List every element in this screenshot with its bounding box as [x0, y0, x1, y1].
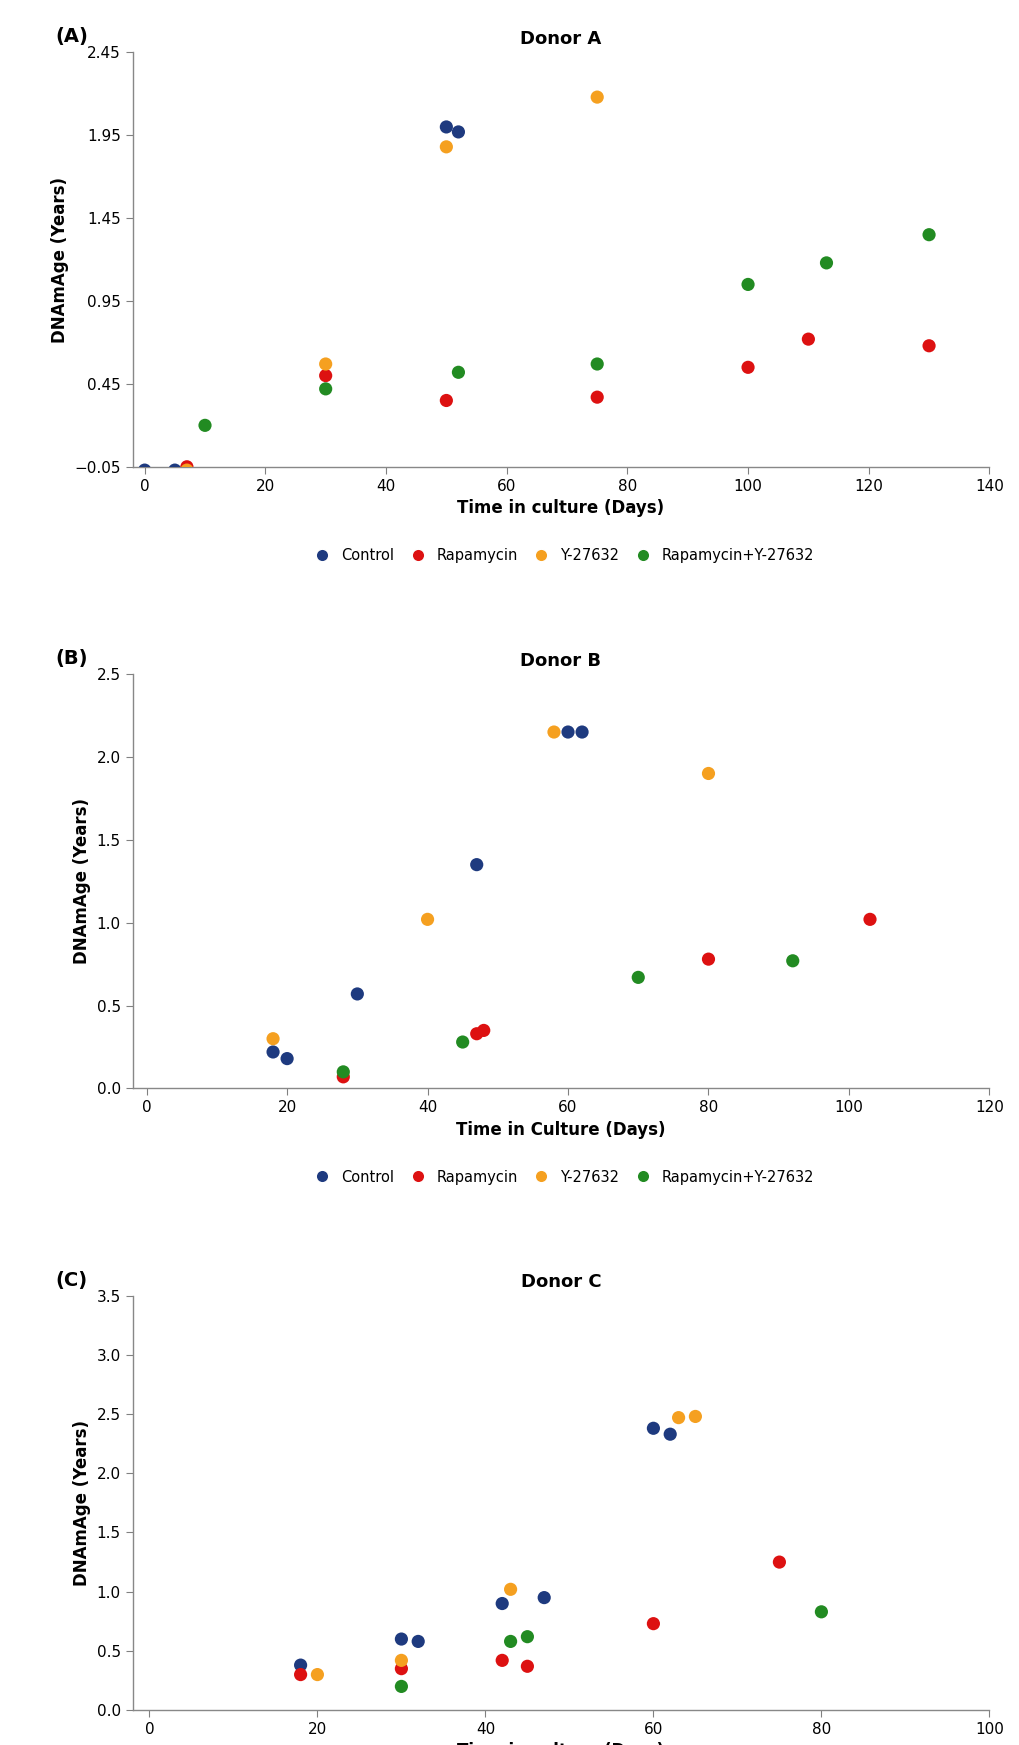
Point	[817, 250, 834, 277]
Point	[265, 1024, 281, 1052]
Text: (C): (C)	[55, 1270, 88, 1290]
Point	[449, 119, 466, 147]
Point	[545, 719, 561, 747]
Point	[393, 1672, 410, 1700]
Title: Donor A: Donor A	[520, 30, 601, 49]
Point	[438, 113, 454, 141]
Point	[410, 1628, 426, 1656]
Legend: Control, Rapamycin, Y-27632, Rapamycin+Y-27632: Control, Rapamycin, Y-27632, Rapamycin+Y…	[304, 1166, 817, 1188]
Text: (A): (A)	[55, 28, 89, 47]
Title: Donor C: Donor C	[520, 1274, 601, 1291]
Legend: Control, Rapamycin, Y-27632, Rapamycin+Y-27632: Control, Rapamycin, Y-27632, Rapamycin+Y…	[304, 543, 817, 567]
Point	[438, 133, 454, 161]
Point	[178, 452, 195, 480]
Point	[784, 948, 800, 975]
Point	[559, 719, 576, 747]
Point	[812, 1598, 828, 1626]
Point	[519, 1623, 535, 1651]
Point	[739, 352, 755, 382]
X-axis label: Time in Culture (Days): Time in Culture (Days)	[455, 1120, 665, 1139]
Title: Donor B: Donor B	[520, 651, 601, 670]
Point	[519, 1653, 535, 1680]
Point	[468, 850, 484, 878]
Point	[630, 963, 646, 991]
Point	[700, 759, 716, 787]
Point	[335, 1063, 352, 1091]
Point	[493, 1646, 510, 1673]
Point	[800, 325, 816, 352]
Point	[475, 1016, 491, 1044]
Point	[739, 270, 755, 298]
Point	[137, 455, 153, 483]
Point	[348, 981, 365, 1009]
Point	[588, 84, 604, 112]
X-axis label: Time in culture (Days): Time in culture (Days)	[457, 1743, 664, 1745]
Point	[317, 375, 333, 403]
Point	[700, 946, 716, 974]
Point	[166, 455, 182, 483]
Point	[335, 1057, 352, 1085]
Point	[197, 412, 213, 440]
Point	[438, 387, 454, 415]
Point	[292, 1651, 309, 1679]
Point	[393, 1654, 410, 1682]
Point	[502, 1628, 519, 1656]
Point	[292, 1661, 309, 1689]
Y-axis label: DNAmAge (Years): DNAmAge (Years)	[73, 1420, 91, 1586]
Point	[645, 1413, 661, 1441]
Point	[278, 1045, 294, 1073]
Point	[770, 1548, 787, 1576]
Point	[493, 1590, 510, 1618]
Point	[661, 1420, 678, 1448]
Point	[920, 332, 936, 359]
Point	[920, 222, 936, 250]
Point	[317, 361, 333, 389]
Point	[309, 1661, 325, 1689]
Point	[502, 1576, 519, 1604]
Point	[393, 1625, 410, 1653]
Point	[393, 1646, 410, 1673]
Point	[468, 1019, 484, 1047]
Point	[419, 906, 435, 934]
Point	[178, 455, 195, 483]
Point	[645, 1609, 661, 1637]
Text: (B): (B)	[55, 649, 88, 668]
Point	[454, 1028, 471, 1056]
Point	[317, 351, 333, 379]
Point	[588, 384, 604, 412]
Point	[574, 719, 590, 747]
Point	[669, 1403, 686, 1431]
Y-axis label: DNAmAge (Years): DNAmAge (Years)	[73, 797, 91, 965]
Point	[588, 351, 604, 379]
Point	[687, 1403, 703, 1431]
Point	[536, 1584, 552, 1612]
Point	[449, 358, 466, 386]
Point	[265, 1038, 281, 1066]
Point	[861, 906, 877, 934]
X-axis label: Time in culture (Days): Time in culture (Days)	[457, 499, 664, 517]
Y-axis label: DNAmAge (Years): DNAmAge (Years)	[51, 176, 68, 342]
